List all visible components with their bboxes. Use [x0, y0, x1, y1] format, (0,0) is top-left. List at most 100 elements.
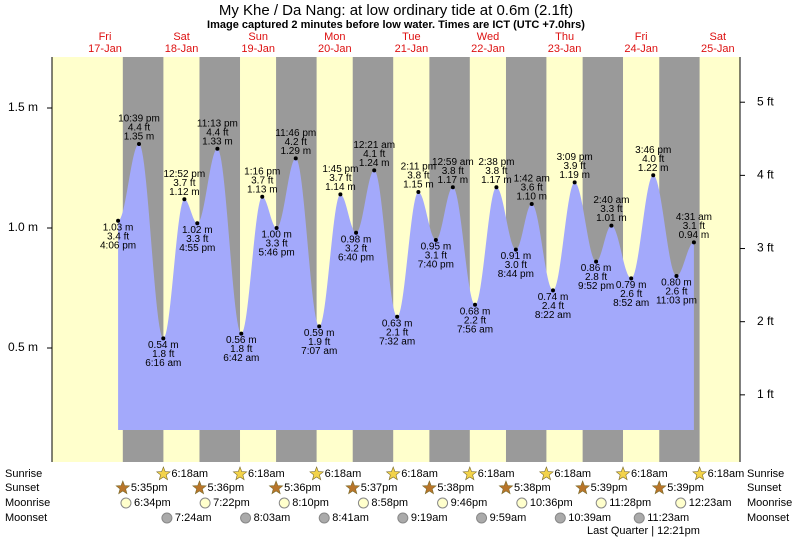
tide-point: [354, 230, 359, 235]
tide-label: 2.4 ft: [542, 301, 564, 312]
tide-label: 3.9 ft: [564, 161, 586, 172]
tide-label: 3.0 ft: [505, 260, 527, 271]
tide-label: 1.8 ft: [230, 344, 252, 355]
sun-icon: [538, 466, 554, 481]
tide-label: 2.8 ft: [585, 272, 607, 283]
moonset-time: 8:41am: [332, 512, 369, 524]
tide-label: 3:09 pm: [557, 152, 593, 163]
tide-label: 1.12 m: [169, 187, 200, 198]
moonrise-time: 8:10pm: [292, 497, 329, 509]
tide-label: 7:56 am: [457, 324, 493, 335]
tide-label: 3:46 pm: [635, 145, 671, 156]
moonset-time: 11:23am: [647, 512, 689, 524]
tide-point: [433, 238, 438, 242]
sunrise-time: 6:18am: [708, 468, 745, 480]
tide-point: [674, 274, 679, 278]
tide-label: 4:06 pm: [100, 240, 136, 251]
tide-point: [338, 192, 343, 197]
tide-label: 9:52 pm: [578, 281, 614, 292]
tide-label: 4.1 ft: [363, 149, 385, 160]
tide-label: 1.01 m: [596, 213, 627, 224]
tide-label: 4.0 ft: [642, 154, 664, 165]
tide-label: 1.19 m: [559, 170, 590, 181]
tide-label: 0.68 m: [460, 306, 491, 317]
day-label: Fri: [99, 31, 112, 43]
y2-tick-label: 4 ft: [757, 168, 774, 182]
sunset-time: 5:38pm: [437, 482, 474, 494]
tide-label: 3.1 ft: [683, 221, 705, 232]
tide-label: 0.80 m: [661, 278, 692, 289]
moon-icon: [476, 512, 488, 524]
tide-point: [161, 336, 166, 341]
tide-label: 12:52 pm: [164, 169, 206, 180]
row-label: Moonset: [5, 512, 47, 524]
sun-icon: [651, 480, 667, 495]
date-label: 25-Jan: [701, 43, 735, 55]
tide-label: 1.24 m: [359, 158, 390, 169]
tide-point: [274, 226, 279, 230]
date-label: 18-Jan: [165, 43, 199, 55]
tide-label: 1.15 m: [403, 180, 434, 191]
tide-point: [182, 197, 187, 202]
tide-point: [572, 180, 577, 185]
chart-subtitle: Image captured 2 minutes before low wate…: [207, 19, 585, 31]
sunrise-time: 6:18am: [171, 468, 208, 480]
sunset-time: 5:37pm: [361, 482, 398, 494]
moon-icon: [318, 512, 330, 524]
tide-label: 0.56 m: [226, 335, 257, 346]
y2-tick-label: 5 ft: [757, 94, 774, 108]
tide-label: 0.95 m: [421, 242, 452, 253]
tide-label: 11:46 pm: [275, 128, 316, 139]
tide-area: [118, 144, 694, 430]
tide-point: [416, 190, 421, 194]
sunset-time: 5:39pm: [591, 482, 628, 494]
sun-icon: [232, 466, 248, 481]
tide-label: 0.91 m: [501, 251, 532, 262]
tide-label: 7:07 am: [301, 346, 337, 357]
tide-label: 3.3 ft: [600, 204, 622, 215]
moonset-time: 7:24am: [175, 512, 212, 524]
tide-point: [629, 276, 634, 281]
sun-icon: [309, 466, 325, 481]
tide-label: 4.4 ft: [128, 123, 150, 134]
tide-label: 1.9 ft: [308, 337, 330, 348]
tide-point: [691, 240, 696, 245]
tide-point: [136, 142, 141, 146]
row-label: Moonset: [747, 512, 789, 524]
tide-point: [372, 168, 377, 173]
moon-icon: [675, 497, 687, 509]
tide-point: [450, 185, 455, 190]
moon-icon: [437, 497, 449, 509]
tide-label: 4:55 pm: [179, 243, 215, 254]
moon-icon: [516, 497, 528, 509]
sunrise-time: 6:18am: [554, 468, 591, 480]
day-label: Mon: [324, 31, 345, 43]
tide-label: 2.1 ft: [386, 327, 408, 338]
moon-icon: [120, 497, 132, 509]
tide-point: [513, 247, 518, 252]
sun-icon: [575, 480, 591, 495]
moonrise-time: 6:34pm: [134, 497, 171, 509]
sun-icon: [192, 480, 207, 495]
tide-label: 3.8 ft: [485, 166, 507, 177]
tide-label: 6:42 am: [223, 353, 259, 364]
tide-label: 0.63 m: [382, 318, 413, 329]
tide-label: 1.03 m: [103, 222, 134, 233]
tide-label: 8:52 am: [613, 298, 649, 309]
tide-label: 12:59 am: [432, 157, 474, 168]
tide-label: 1.13 m: [247, 184, 278, 195]
plot: [52, 57, 740, 462]
tide-point: [609, 223, 614, 228]
tide-label: 2:38 pm: [478, 157, 514, 168]
tide-point: [594, 259, 599, 264]
tide-label: 3.8 ft: [407, 171, 429, 182]
moonset-time: 9:19am: [411, 512, 448, 524]
tide-label: 4.2 ft: [285, 137, 307, 148]
date-label: 22-Jan: [471, 43, 505, 55]
sun-icon: [462, 466, 478, 481]
y-tick-label: 1.5 m: [8, 100, 38, 114]
sun-icon: [345, 480, 361, 495]
tide-label: 1.17 m: [481, 175, 512, 186]
sunrise-time: 6:18am: [248, 468, 285, 480]
moon-icon: [633, 512, 645, 524]
